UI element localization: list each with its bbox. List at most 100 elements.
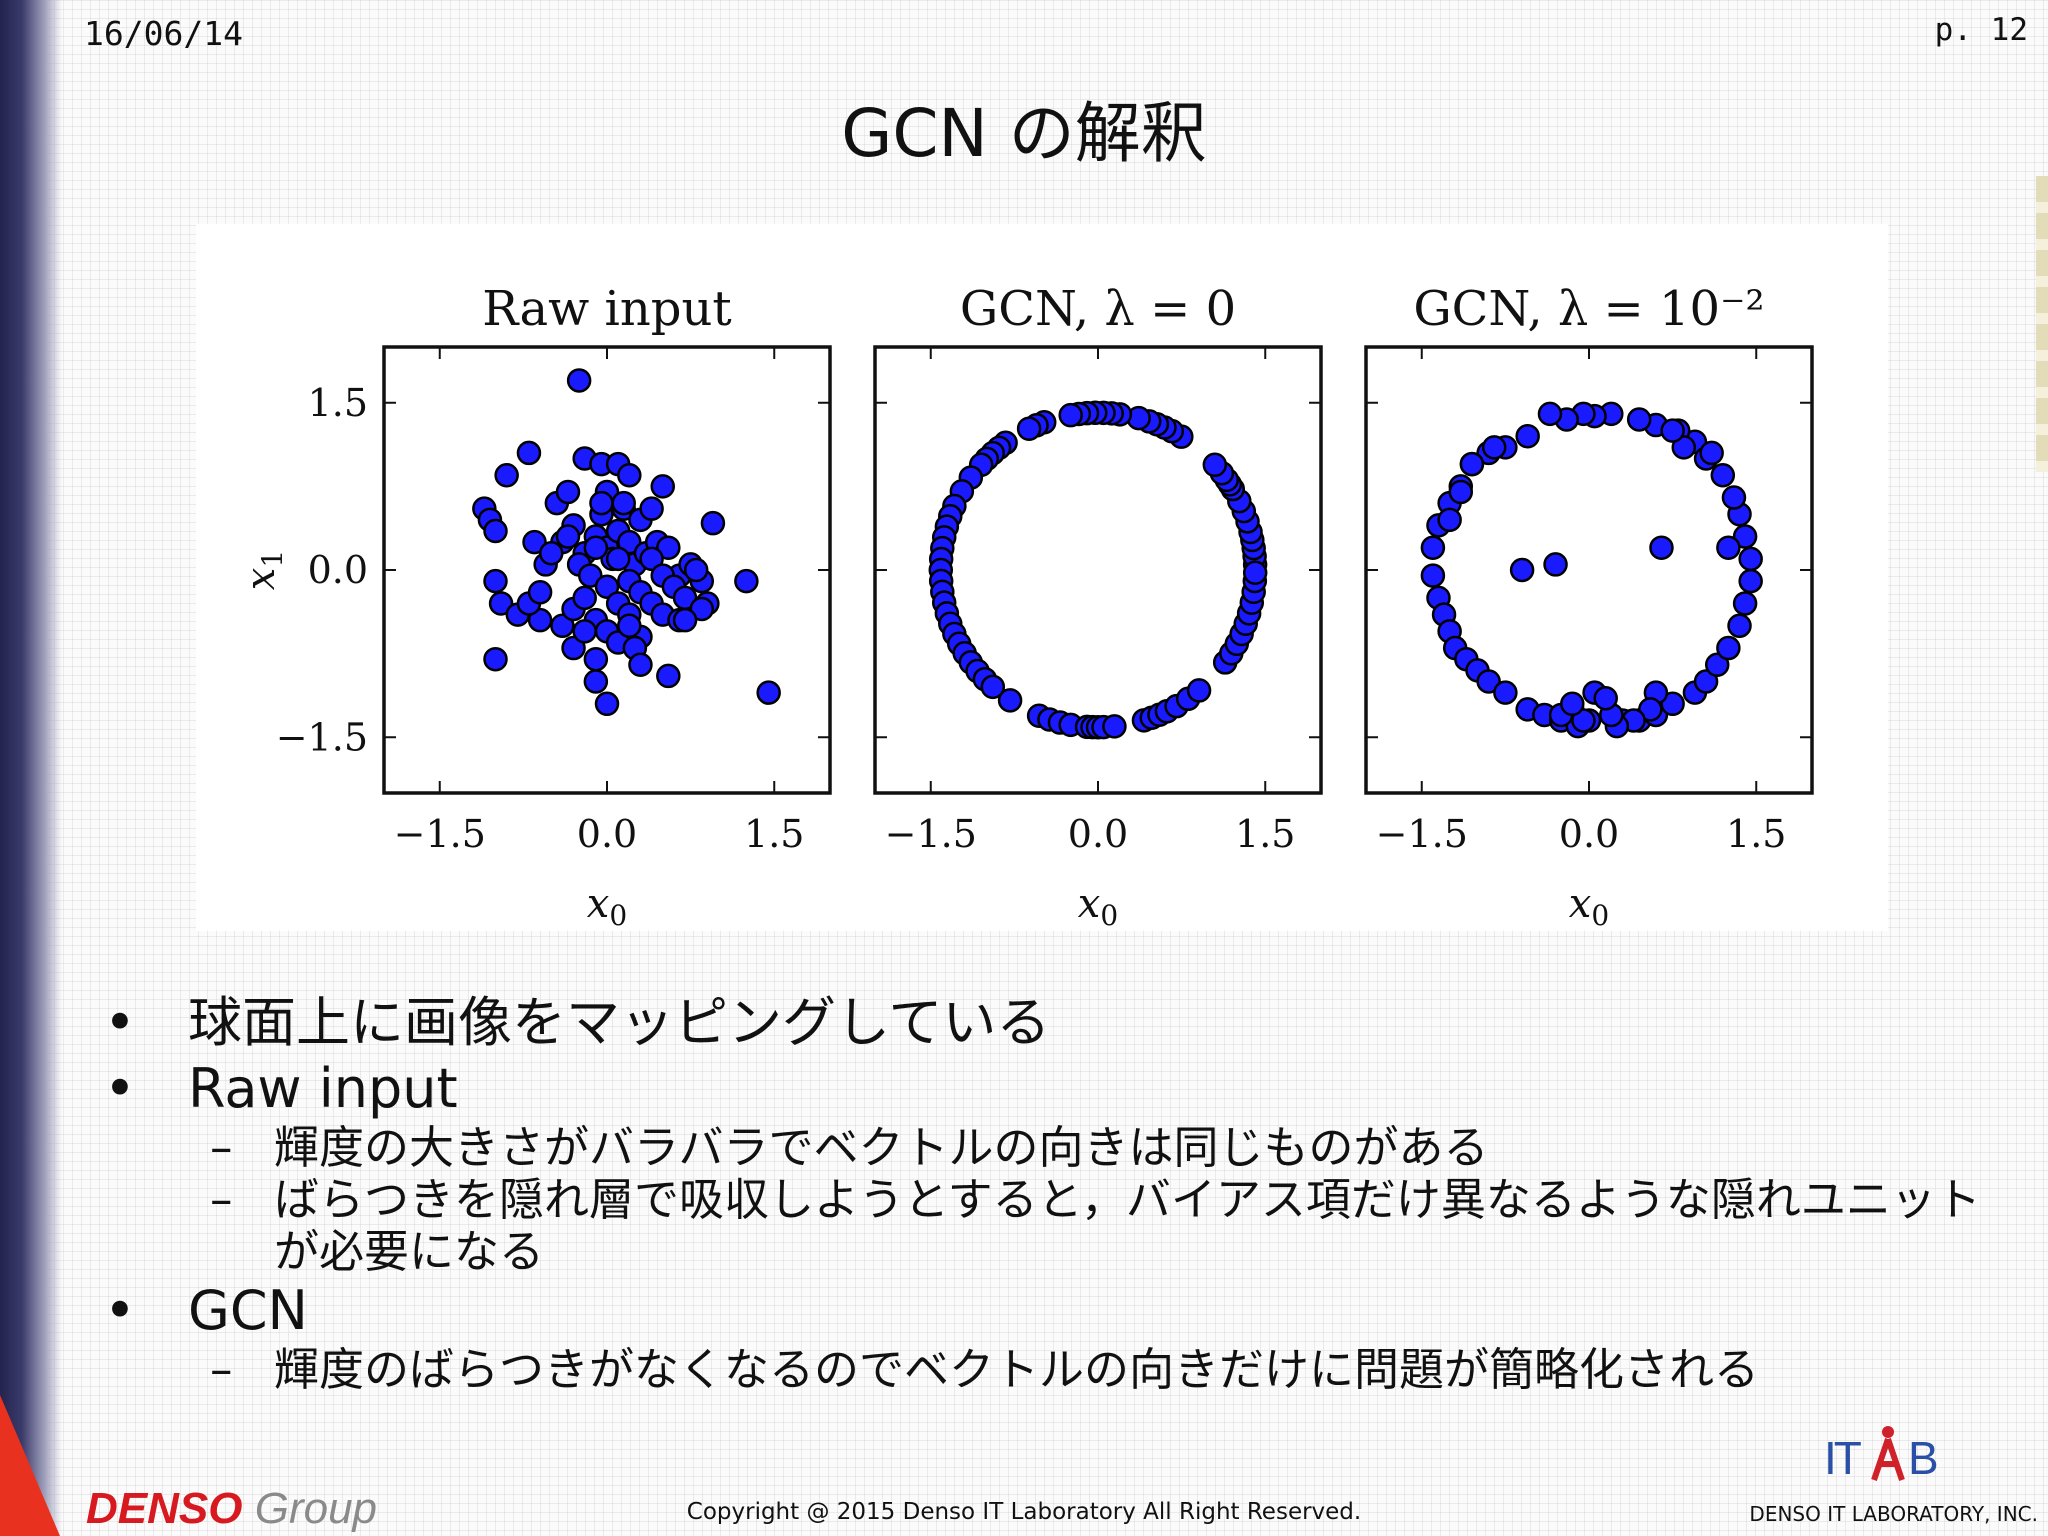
data-point bbox=[1626, 407, 1652, 432]
data-point bbox=[980, 674, 1006, 700]
data-point bbox=[605, 546, 631, 572]
x-tick-label: 1.5 bbox=[1235, 812, 1295, 856]
sub-bullet-dash: – bbox=[210, 1121, 233, 1174]
copyright-text: Copyright @ 2015 Denso IT Laboratory All… bbox=[686, 1499, 1362, 1525]
data-point bbox=[1649, 535, 1674, 560]
data-point bbox=[1716, 635, 1741, 661]
bullet-item: • 球面上に画像をマッピングしている bbox=[104, 990, 2004, 1056]
data-point bbox=[656, 663, 681, 689]
data-point bbox=[1481, 435, 1507, 460]
red-corner-accent bbox=[0, 1395, 60, 1536]
x-tick-label: −1.5 bbox=[1376, 812, 1468, 856]
data-point bbox=[756, 680, 781, 705]
data-point bbox=[583, 646, 609, 672]
data-point bbox=[1738, 568, 1763, 594]
bullet-text: Raw input bbox=[188, 1057, 458, 1120]
data-point bbox=[1420, 563, 1446, 588]
data-point bbox=[1515, 423, 1540, 449]
chart-title: GCN, λ = 10⁻² bbox=[1413, 281, 1764, 337]
data-point bbox=[555, 524, 581, 549]
data-point bbox=[572, 585, 597, 611]
slide-title: GCN の解釈 bbox=[841, 95, 1207, 172]
data-point bbox=[1593, 685, 1618, 711]
data-point bbox=[1660, 691, 1685, 717]
data-point bbox=[527, 580, 553, 605]
data-point bbox=[555, 479, 581, 505]
bullet-dot: • bbox=[104, 1279, 136, 1342]
x-tick-label: 0.0 bbox=[1559, 812, 1619, 856]
sub-bullet-dash: – bbox=[210, 1343, 233, 1396]
data-point bbox=[483, 646, 508, 672]
y-axis-label: x1 bbox=[238, 550, 289, 590]
slide-date: 16/06/14 bbox=[84, 14, 243, 53]
data-point bbox=[494, 462, 519, 488]
data-point bbox=[1493, 680, 1518, 705]
data-point bbox=[594, 691, 620, 717]
page-number: p. 12 bbox=[1934, 12, 2028, 48]
data-point bbox=[1242, 560, 1268, 585]
data-point bbox=[1671, 435, 1697, 460]
data-point bbox=[672, 607, 698, 633]
data-point bbox=[1437, 507, 1462, 533]
left-decorative-stripe bbox=[0, 0, 62, 1536]
bullet-list: • 球面上に画像をマッピングしている • Raw input – 輝度の大きさがバラバ… bbox=[104, 990, 2004, 1396]
data-point bbox=[997, 688, 1023, 713]
data-point bbox=[700, 510, 726, 536]
data-point bbox=[650, 474, 675, 499]
data-point bbox=[583, 535, 609, 560]
data-point bbox=[628, 652, 653, 678]
right-edge-tabs bbox=[2036, 176, 2048, 472]
bullet-dot: • bbox=[104, 991, 136, 1054]
data-point bbox=[1660, 418, 1685, 443]
data-point bbox=[1420, 535, 1446, 560]
sub-bullet-item: – ばらつきを隠れ層で吸収しようとすると，バイアス項だけ異なるような隠れユニットが… bbox=[104, 1174, 2024, 1278]
data-point bbox=[617, 529, 642, 555]
data-point bbox=[483, 568, 508, 594]
x-tick-label: 1.5 bbox=[744, 812, 804, 856]
denso-brand: DENSO bbox=[86, 1484, 243, 1533]
data-point bbox=[1693, 669, 1719, 694]
denso-group-logo: DENSO Group bbox=[86, 1484, 377, 1534]
data-point bbox=[1732, 524, 1758, 549]
svg-text:B: B bbox=[1908, 1432, 1939, 1484]
bullet-text: GCN bbox=[188, 1279, 308, 1342]
x-axis-label: x0 bbox=[1078, 881, 1118, 931]
data-point bbox=[566, 368, 592, 393]
data-point bbox=[1459, 451, 1485, 477]
sub-bullet-text: ばらつきを隠れ層で吸収しようとすると，バイアス項だけ異なるような隠れユニットが必… bbox=[274, 1173, 1981, 1278]
data-point bbox=[1710, 462, 1736, 488]
x-tick-label: 0.0 bbox=[577, 812, 637, 856]
data-point bbox=[656, 535, 681, 560]
bullet-item: • Raw input bbox=[104, 1056, 2004, 1122]
sub-bullet-text: 輝度のばらつきがなくなるのでベクトルの向きだけに問題が簡略化される bbox=[274, 1343, 1760, 1396]
bullet-item: • GCN bbox=[104, 1278, 2004, 1344]
data-point bbox=[550, 613, 575, 638]
data-point bbox=[1448, 479, 1474, 505]
data-point bbox=[583, 669, 609, 694]
data-point bbox=[1537, 401, 1563, 427]
sub-bullet-item: – 輝度の大きさがバラバラでベクトルの向きは同じものがある bbox=[104, 1122, 2004, 1174]
x-tick-label: 0.0 bbox=[1068, 812, 1128, 856]
company-name: DENSO IT LABORATORY, INC. bbox=[1749, 1502, 2038, 1526]
y-tick-label: 0.0 bbox=[308, 548, 368, 592]
data-point bbox=[1509, 557, 1535, 583]
data-point bbox=[617, 613, 642, 638]
data-point bbox=[589, 490, 614, 516]
sub-bullet-dash: – bbox=[210, 1173, 233, 1226]
chart-title: GCN, λ = 0 bbox=[960, 281, 1236, 337]
plot-frame bbox=[382, 345, 832, 795]
sub-bullet-text: 輝度の大きさがバラバラでベクトルの向きは同じものがある bbox=[274, 1121, 1489, 1174]
sub-bullet-item: – 輝度のばらつきがなくなるのでベクトルの向きだけに問題が簡略化される bbox=[104, 1344, 2004, 1396]
chart-title: Raw input bbox=[482, 281, 731, 337]
data-point bbox=[683, 557, 709, 583]
data-point bbox=[1543, 552, 1568, 577]
data-point bbox=[734, 568, 759, 594]
data-point bbox=[572, 619, 597, 644]
data-point bbox=[617, 462, 642, 488]
data-point bbox=[1704, 652, 1730, 678]
data-point bbox=[1738, 546, 1763, 572]
data-point bbox=[1727, 613, 1752, 638]
y-tick-label: 1.5 bbox=[308, 381, 368, 425]
data-point bbox=[594, 574, 620, 599]
x-tick-label: −1.5 bbox=[885, 812, 977, 856]
